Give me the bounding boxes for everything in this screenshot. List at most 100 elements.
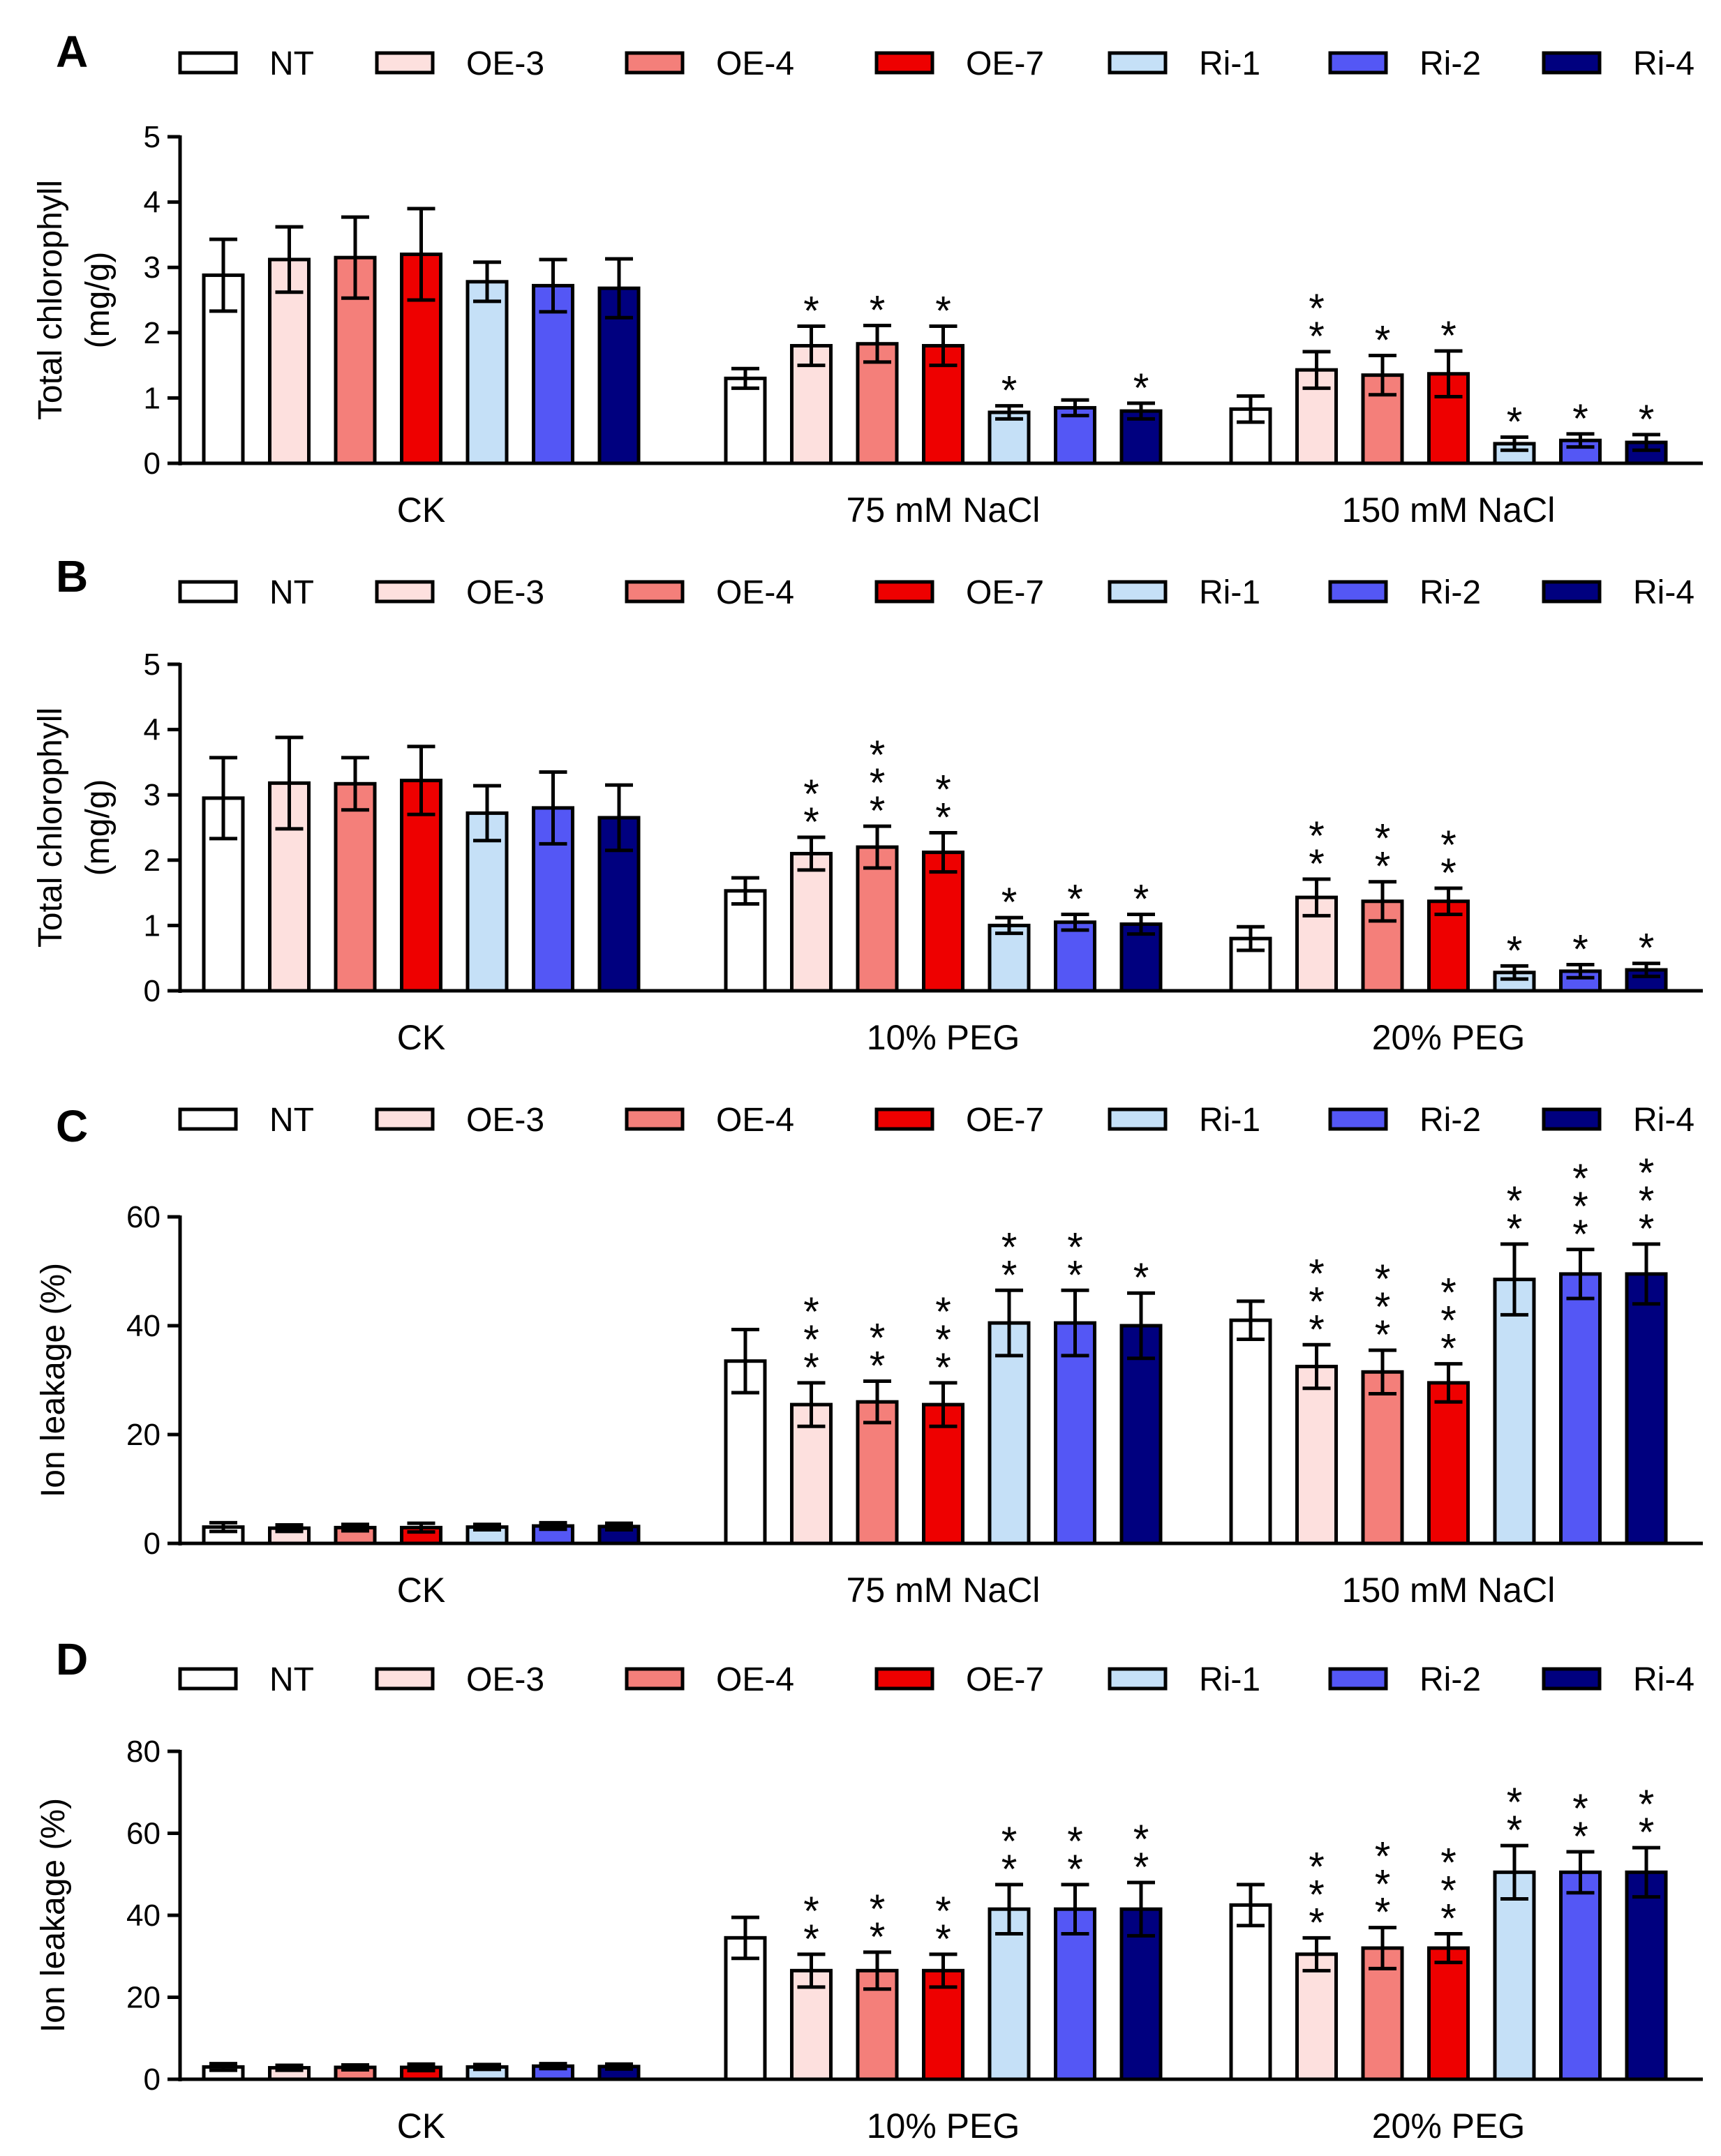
significance-label: * * * [1309,1251,1325,1352]
legend-swatch [375,580,435,604]
legend-swatch [1108,1667,1168,1691]
legend-item-nt: NT [178,574,314,611]
group-label: CK [397,491,445,530]
legend-label: OE-7 [966,1102,1044,1139]
legend-label: Ri-4 [1633,1102,1694,1139]
group-label: 10% PEG [867,1018,1020,1057]
bar-ri-2 [1054,1321,1096,1545]
legend-label: OE-3 [466,45,544,82]
significance-label: * * * [803,1289,819,1391]
y-tick-label: 3 [144,250,161,285]
legend-item-ri-2: Ri-2 [1328,574,1481,611]
legend-swatch [1542,1107,1602,1131]
bar-oe-3 [1295,1365,1338,1545]
bar-oe-7 [1427,1946,1470,2081]
legend-label: Ri-1 [1199,45,1260,82]
legend-swatch [1108,1107,1168,1131]
group-label: CK [397,1571,445,1610]
bar-nt [724,1936,767,2081]
significance-label: * [935,288,951,334]
significance-label: * * [803,772,819,845]
y-axis-label: (mg/g) [80,252,117,349]
significance-label: * * [935,767,951,840]
legend-swatch [375,1667,435,1691]
bar-oe-3 [790,851,833,993]
legend-item-ri-1: Ri-1 [1108,574,1260,611]
y-tick-label: 80 [126,1735,161,1769]
legend-item-ri-2: Ri-2 [1328,1102,1481,1139]
legend-item-oe-7: OE-7 [874,1102,1044,1139]
legend-item-ri-4: Ri-4 [1542,1102,1694,1139]
y-tick-label: 20 [126,1418,161,1452]
legend-label: NT [269,45,314,82]
group-label: CK [397,1018,445,1057]
bar-ri-2 [532,283,574,465]
y-axis-label: Ion leakage (%) [35,1798,72,2033]
significance-label: * [1639,397,1655,442]
legend-label: OE-4 [716,1661,794,1698]
y-tick-label: 4 [144,713,161,747]
legend-label: OE-3 [466,1661,544,1698]
legend-label: OE-4 [716,1102,794,1139]
significance-label: * * [1001,1819,1018,1892]
group-label: 150 mM NaCl [1342,491,1556,530]
y-axis-label: Total chlorophyll [32,708,69,948]
significance-label: * [1067,876,1083,922]
bar-nt [724,889,767,993]
y-tick-label: 2 [144,316,161,350]
legend-item-ri-1: Ri-1 [1108,1102,1260,1139]
bar-oe-7 [922,851,964,993]
y-tick-label: 1 [144,908,161,943]
bar-oe-3 [1295,1952,1338,2081]
legend-swatch [178,580,238,604]
legend-label: OE-7 [966,574,1044,611]
panel-C: C NT OE-3 OE-4 OE-7 Ri-1 Ri-2 Ri-4 0 20 40 60 Ion le… [35,1101,1703,1610]
bar-ri-4 [1625,1272,1668,1545]
significance-label: * * [870,1316,886,1389]
legend-swatch [1328,51,1388,75]
bar-oe-4 [334,781,377,993]
bar-ri-2 [1559,1272,1602,1545]
legend-item-ri-4: Ri-4 [1542,45,1694,82]
significance-label: * * [1375,816,1391,890]
bar-nt [724,376,767,465]
legend-item-ri-1: Ri-1 [1108,45,1260,82]
panel-B: B NT OE-3 OE-4 OE-7 Ri-1 Ri-2 Ri-4 0 1 2 3 4 5 Total c… [32,551,1703,1057]
y-tick-label: 60 [126,1200,161,1234]
y-tick-label: 0 [144,974,161,1008]
y-tick-label: 1 [144,381,161,415]
bar-oe-4 [856,1400,899,1545]
significance-label: * * [935,1889,951,1962]
y-tick-label: 2 [144,844,161,878]
bar-nt [1229,1318,1272,1545]
bar-oe-4 [334,255,377,465]
significance-label: * [1133,876,1149,922]
significance-label: * * [1572,1786,1588,1859]
legend-item-nt: NT [178,45,314,82]
legend-label: Ri-1 [1199,1661,1260,1698]
bar-oe-7 [1427,1381,1470,1545]
legend-swatch [874,51,934,75]
legend-label: OE-3 [466,1102,544,1139]
legend-label: Ri-4 [1633,1661,1694,1698]
y-tick-label: 3 [144,778,161,812]
group-label: CK [397,2106,445,2146]
group-label: 10% PEG [867,2106,1020,2146]
bar-ri-1 [988,1321,1031,1545]
significance-label: * * [1133,1817,1149,1890]
y-tick-label: 40 [126,1899,161,1933]
bar-ri-1 [465,280,509,465]
significance-label: * * [1507,1780,1523,1853]
legend-item-oe-3: OE-3 [375,45,544,82]
significance-label: * * * [1572,1156,1588,1257]
bar-nt [1229,1903,1272,2081]
significance-label: * [1001,368,1018,414]
group-label: 20% PEG [1372,1018,1526,1057]
y-axis-label: Ion leakage (%) [35,1263,72,1497]
legend-item-oe-4: OE-4 [625,1102,794,1139]
group-label: 75 mM NaCl [847,1571,1041,1610]
legend-swatch [1328,1667,1388,1691]
legend-item-oe-3: OE-3 [375,1102,544,1139]
legend-swatch [874,1107,934,1131]
bar-ri-1 [988,923,1031,993]
